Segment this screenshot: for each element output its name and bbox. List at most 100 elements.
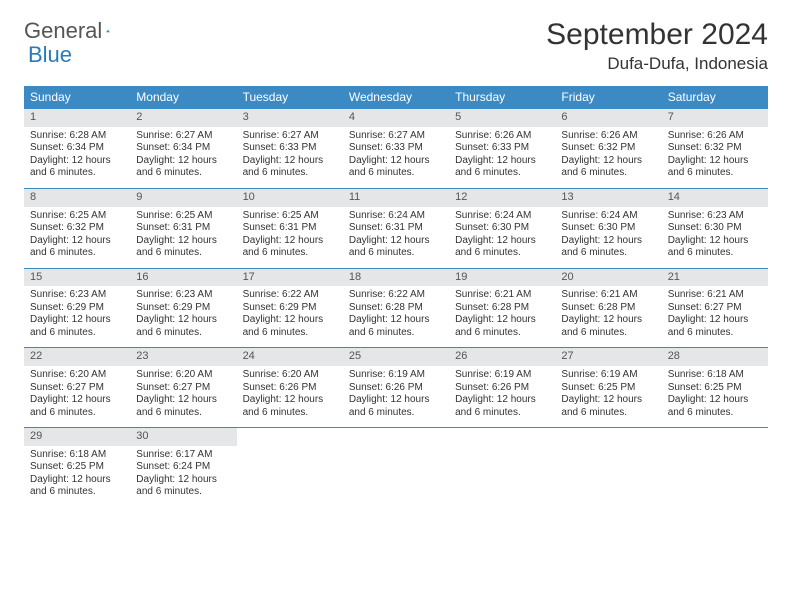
day-body: Sunrise: 6:20 AMSunset: 6:27 PMDaylight:… — [24, 366, 130, 427]
day-number: 27 — [555, 348, 661, 366]
daylight-line: Daylight: 12 hours and 6 minutes. — [561, 394, 655, 419]
day-body: Sunrise: 6:25 AMSunset: 6:32 PMDaylight:… — [24, 207, 130, 268]
day-number: 2 — [130, 109, 236, 127]
daylight-line: Daylight: 12 hours and 6 minutes. — [668, 235, 762, 260]
sunrise-line: Sunrise: 6:26 AM — [668, 130, 762, 143]
sunset-line: Sunset: 6:32 PM — [668, 142, 762, 155]
day-body: Sunrise: 6:19 AMSunset: 6:26 PMDaylight:… — [449, 366, 555, 427]
sunrise-line: Sunrise: 6:25 AM — [30, 210, 124, 223]
weekday-header: Sunday — [24, 86, 130, 109]
daylight-line: Daylight: 12 hours and 6 minutes. — [561, 314, 655, 339]
daylight-line: Daylight: 12 hours and 6 minutes. — [561, 155, 655, 180]
sunrise-line: Sunrise: 6:24 AM — [455, 210, 549, 223]
calendar-cell: 6Sunrise: 6:26 AMSunset: 6:32 PMDaylight… — [555, 109, 661, 189]
title-block: September 2024 Dufa-Dufa, Indonesia — [546, 18, 768, 74]
day-body: Sunrise: 6:21 AMSunset: 6:28 PMDaylight:… — [555, 286, 661, 347]
calendar-cell: 16Sunrise: 6:23 AMSunset: 6:29 PMDayligh… — [130, 268, 236, 348]
logo-text-2: Blue — [28, 42, 72, 68]
day-number: 3 — [237, 109, 343, 127]
day-number: 29 — [24, 428, 130, 446]
calendar-cell: 19Sunrise: 6:21 AMSunset: 6:28 PMDayligh… — [449, 268, 555, 348]
sunrise-line: Sunrise: 6:21 AM — [668, 289, 762, 302]
calendar-cell: 30Sunrise: 6:17 AMSunset: 6:24 PMDayligh… — [130, 428, 236, 507]
calendar-cell: 23Sunrise: 6:20 AMSunset: 6:27 PMDayligh… — [130, 348, 236, 428]
sunset-line: Sunset: 6:31 PM — [243, 222, 337, 235]
sunrise-line: Sunrise: 6:19 AM — [349, 369, 443, 382]
sunrise-line: Sunrise: 6:24 AM — [561, 210, 655, 223]
day-number: 15 — [24, 269, 130, 287]
calendar-cell: 24Sunrise: 6:20 AMSunset: 6:26 PMDayligh… — [237, 348, 343, 428]
sunrise-line: Sunrise: 6:22 AM — [349, 289, 443, 302]
calendar-cell: 12Sunrise: 6:24 AMSunset: 6:30 PMDayligh… — [449, 188, 555, 268]
calendar-cell: 14Sunrise: 6:23 AMSunset: 6:30 PMDayligh… — [662, 188, 768, 268]
day-number: 17 — [237, 269, 343, 287]
day-body: Sunrise: 6:20 AMSunset: 6:26 PMDaylight:… — [237, 366, 343, 427]
sunset-line: Sunset: 6:33 PM — [349, 142, 443, 155]
day-number: 9 — [130, 189, 236, 207]
sunset-line: Sunset: 6:34 PM — [30, 142, 124, 155]
calendar-cell: 2Sunrise: 6:27 AMSunset: 6:34 PMDaylight… — [130, 109, 236, 189]
day-body: Sunrise: 6:20 AMSunset: 6:27 PMDaylight:… — [130, 366, 236, 427]
calendar-cell — [237, 428, 343, 507]
sunset-line: Sunset: 6:29 PM — [243, 302, 337, 315]
weekday-header: Monday — [130, 86, 236, 109]
daylight-line: Daylight: 12 hours and 6 minutes. — [30, 314, 124, 339]
sunrise-line: Sunrise: 6:21 AM — [561, 289, 655, 302]
sunrise-line: Sunrise: 6:23 AM — [136, 289, 230, 302]
sunrise-line: Sunrise: 6:25 AM — [243, 210, 337, 223]
weekday-header: Thursday — [449, 86, 555, 109]
day-body: Sunrise: 6:24 AMSunset: 6:30 PMDaylight:… — [449, 207, 555, 268]
day-number: 13 — [555, 189, 661, 207]
daylight-line: Daylight: 12 hours and 6 minutes. — [455, 314, 549, 339]
day-number: 22 — [24, 348, 130, 366]
day-number: 11 — [343, 189, 449, 207]
sunset-line: Sunset: 6:30 PM — [561, 222, 655, 235]
sunset-line: Sunset: 6:28 PM — [455, 302, 549, 315]
logo: General — [24, 18, 128, 44]
calendar-cell — [662, 428, 768, 507]
calendar-cell: 10Sunrise: 6:25 AMSunset: 6:31 PMDayligh… — [237, 188, 343, 268]
day-body: Sunrise: 6:26 AMSunset: 6:33 PMDaylight:… — [449, 127, 555, 188]
day-body: Sunrise: 6:27 AMSunset: 6:33 PMDaylight:… — [237, 127, 343, 188]
sunset-line: Sunset: 6:27 PM — [668, 302, 762, 315]
day-body: Sunrise: 6:24 AMSunset: 6:30 PMDaylight:… — [555, 207, 661, 268]
calendar-cell: 3Sunrise: 6:27 AMSunset: 6:33 PMDaylight… — [237, 109, 343, 189]
sunrise-line: Sunrise: 6:17 AM — [136, 449, 230, 462]
daylight-line: Daylight: 12 hours and 6 minutes. — [668, 394, 762, 419]
daylight-line: Daylight: 12 hours and 6 minutes. — [349, 155, 443, 180]
daylight-line: Daylight: 12 hours and 6 minutes. — [349, 394, 443, 419]
sunrise-line: Sunrise: 6:28 AM — [30, 130, 124, 143]
sunset-line: Sunset: 6:29 PM — [30, 302, 124, 315]
day-body: Sunrise: 6:24 AMSunset: 6:31 PMDaylight:… — [343, 207, 449, 268]
sunrise-line: Sunrise: 6:18 AM — [668, 369, 762, 382]
daylight-line: Daylight: 12 hours and 6 minutes. — [30, 394, 124, 419]
day-number: 25 — [343, 348, 449, 366]
day-body: Sunrise: 6:25 AMSunset: 6:31 PMDaylight:… — [237, 207, 343, 268]
daylight-line: Daylight: 12 hours and 6 minutes. — [136, 314, 230, 339]
daylight-line: Daylight: 12 hours and 6 minutes. — [561, 235, 655, 260]
sunrise-line: Sunrise: 6:23 AM — [668, 210, 762, 223]
sunset-line: Sunset: 6:31 PM — [349, 222, 443, 235]
daylight-line: Daylight: 12 hours and 6 minutes. — [243, 235, 337, 260]
daylight-line: Daylight: 12 hours and 6 minutes. — [455, 155, 549, 180]
weekday-header: Saturday — [662, 86, 768, 109]
day-body: Sunrise: 6:23 AMSunset: 6:30 PMDaylight:… — [662, 207, 768, 268]
calendar-cell — [555, 428, 661, 507]
day-body: Sunrise: 6:22 AMSunset: 6:28 PMDaylight:… — [343, 286, 449, 347]
calendar-cell: 25Sunrise: 6:19 AMSunset: 6:26 PMDayligh… — [343, 348, 449, 428]
sunset-line: Sunset: 6:27 PM — [136, 382, 230, 395]
location: Dufa-Dufa, Indonesia — [546, 54, 768, 74]
day-body: Sunrise: 6:21 AMSunset: 6:28 PMDaylight:… — [449, 286, 555, 347]
day-number: 14 — [662, 189, 768, 207]
day-number: 20 — [555, 269, 661, 287]
day-body: Sunrise: 6:26 AMSunset: 6:32 PMDaylight:… — [662, 127, 768, 188]
calendar-cell: 21Sunrise: 6:21 AMSunset: 6:27 PMDayligh… — [662, 268, 768, 348]
day-body: Sunrise: 6:19 AMSunset: 6:26 PMDaylight:… — [343, 366, 449, 427]
day-number: 16 — [130, 269, 236, 287]
calendar-cell: 5Sunrise: 6:26 AMSunset: 6:33 PMDaylight… — [449, 109, 555, 189]
day-body: Sunrise: 6:28 AMSunset: 6:34 PMDaylight:… — [24, 127, 130, 188]
sunset-line: Sunset: 6:26 PM — [243, 382, 337, 395]
daylight-line: Daylight: 12 hours and 6 minutes. — [136, 474, 230, 499]
sunset-line: Sunset: 6:25 PM — [668, 382, 762, 395]
sunrise-line: Sunrise: 6:23 AM — [30, 289, 124, 302]
